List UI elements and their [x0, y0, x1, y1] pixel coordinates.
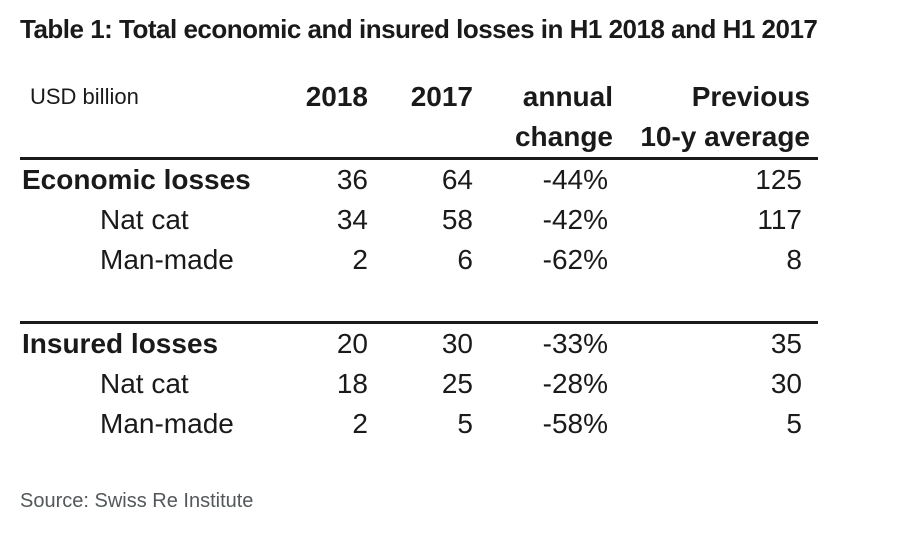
cell-label: Insured losses: [22, 328, 219, 359]
col-header-10y-average-line2: 10-y average: [640, 121, 810, 152]
cell-annual-change: -58%: [542, 408, 608, 439]
col-header-2017: 2017: [368, 77, 473, 160]
section-divider: [20, 280, 818, 324]
cell-label: Nat cat: [100, 204, 189, 235]
col-header-10y-average: Previous 10-y average: [633, 77, 818, 160]
cell-annual-change: -28%: [542, 368, 608, 399]
col-header-annual-change-line1: annual: [522, 81, 613, 112]
cell-10y-average: 125: [755, 164, 802, 195]
table-row-insured-losses: Insured losses 20 30 -33% 35: [20, 323, 818, 365]
source-note: Source: Swiss Re Institute: [20, 490, 254, 512]
unit-label: USD billion: [20, 77, 280, 160]
cell-label: Man-made: [100, 408, 234, 439]
cell-2017: 58: [441, 204, 473, 235]
cell-2017: 5: [457, 408, 473, 439]
cell-2017: 30: [441, 328, 473, 359]
cell-2017: 64: [441, 164, 473, 195]
cell-annual-change: -62%: [542, 244, 608, 275]
col-header-2018-line1: 2018: [305, 81, 368, 112]
col-header-2017-line1: 2017: [410, 81, 473, 112]
cell-10y-average: 35: [770, 328, 802, 359]
col-header-2018: 2018: [280, 77, 368, 160]
header-row: USD billion 2018 2017 annual change Prev…: [20, 77, 818, 160]
cell-10y-average: 8: [786, 244, 802, 275]
cell-2017: 25: [441, 368, 473, 399]
cell-2018: 2: [352, 244, 368, 275]
cell-annual-change: -44%: [542, 164, 608, 195]
table-title: Table 1: Total economic and insured loss…: [20, 14, 818, 44]
cell-label: Nat cat: [100, 368, 189, 399]
section-divider-rule: [20, 280, 818, 324]
table-row-economic-nat-cat: Nat cat 34 58 -42% 117: [20, 200, 818, 240]
table-row-insured-nat-cat: Nat cat 18 25 -28% 30: [20, 364, 818, 404]
cell-10y-average: 117: [757, 204, 802, 235]
cell-annual-change: -42%: [542, 204, 608, 235]
cell-10y-average: 5: [786, 408, 802, 439]
table-row-economic-losses: Economic losses 36 64 -44% 125: [20, 159, 818, 201]
col-header-annual-change-line2: change: [514, 121, 613, 152]
cell-2018: 20: [336, 328, 368, 359]
cell-2018: 18: [336, 368, 368, 399]
cell-annual-change: -33%: [542, 328, 608, 359]
col-header-10y-average-line1: Previous: [691, 81, 810, 112]
table-row-economic-man-made: Man-made 2 6 -62% 8: [20, 240, 818, 280]
losses-table: USD billion 2018 2017 annual change Prev…: [20, 77, 818, 444]
unit-label-text: USD billion: [30, 84, 139, 109]
col-header-2017-line2: [368, 117, 473, 157]
cell-2018: 34: [336, 204, 368, 235]
cell-label: Man-made: [100, 244, 234, 275]
cell-10y-average: 30: [770, 368, 802, 399]
col-header-2018-line2: [280, 117, 368, 157]
cell-2018: 2: [352, 408, 368, 439]
cell-2017: 6: [457, 244, 473, 275]
col-header-annual-change: annual change: [473, 77, 633, 160]
cell-label: Economic losses: [22, 164, 251, 195]
table-row-insured-man-made: Man-made 2 5 -58% 5: [20, 404, 818, 444]
cell-2018: 36: [336, 164, 368, 195]
